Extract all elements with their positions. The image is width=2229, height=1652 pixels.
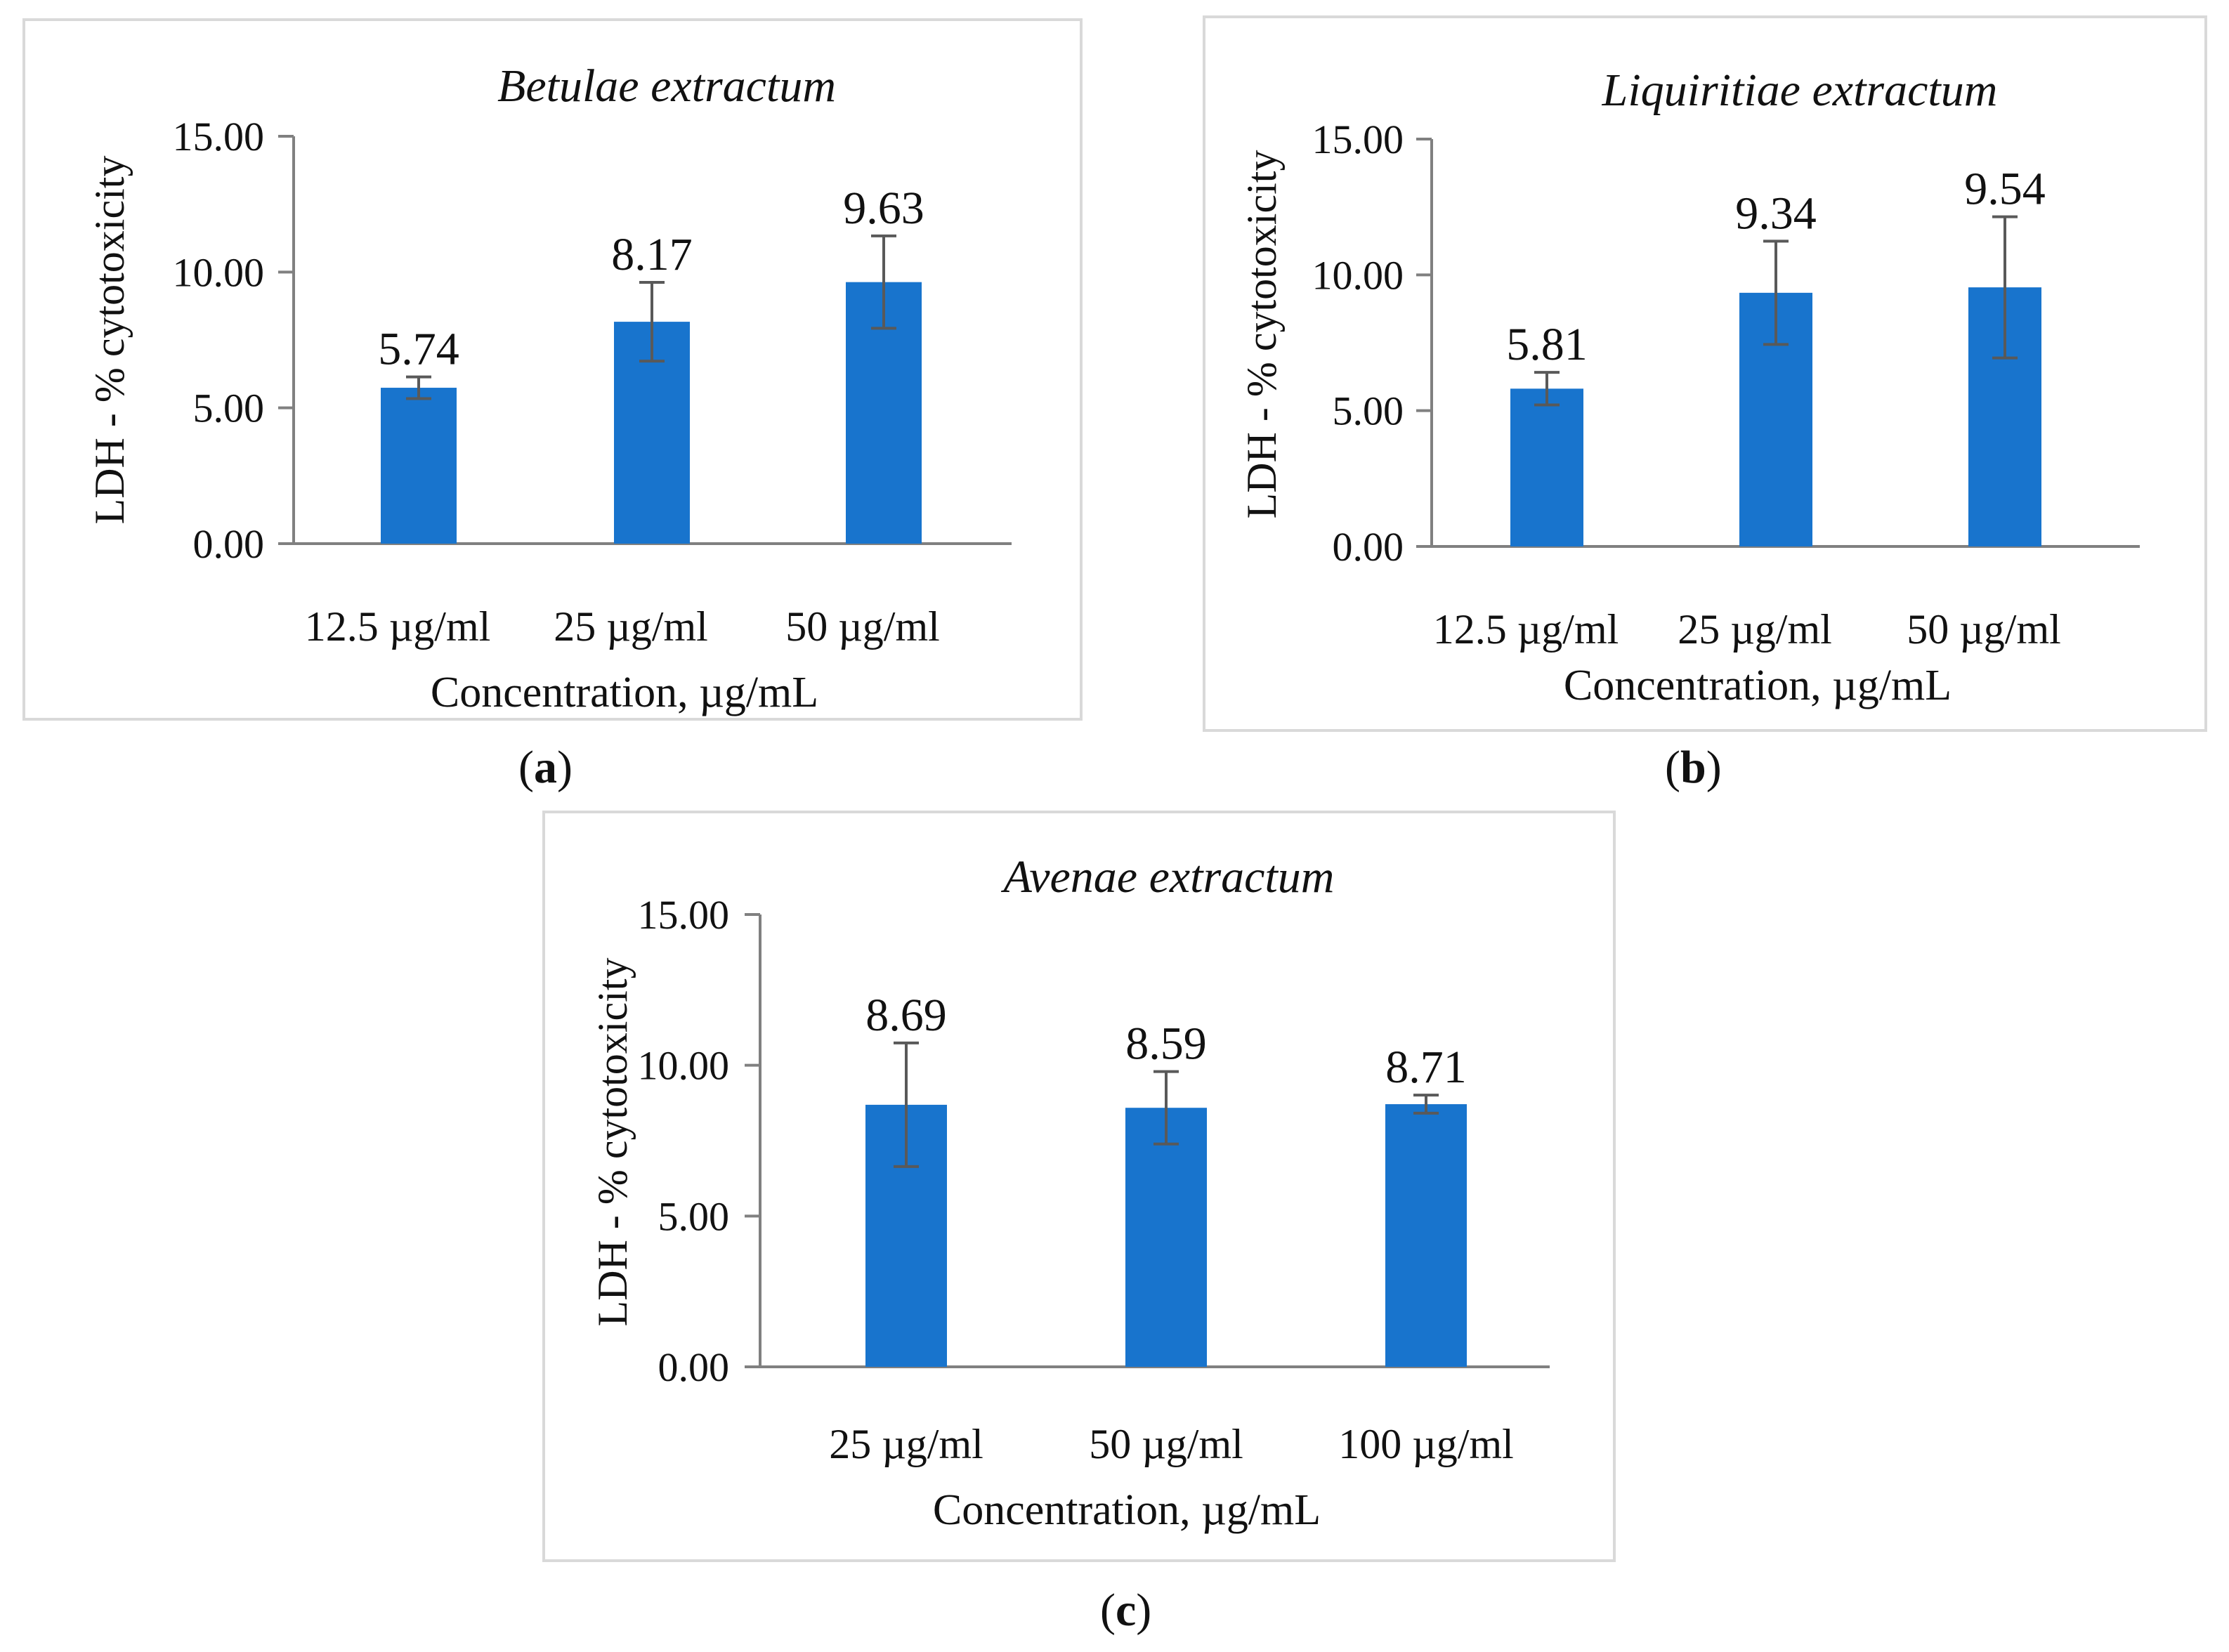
x-category-label: 25 µg/ml — [829, 1421, 983, 1467]
panel-label-b-letter: b — [1680, 742, 1706, 793]
y-tick-label: 15.00 — [638, 892, 730, 938]
value-label: 5.74 — [378, 324, 459, 375]
chart-title: Avenae extractum — [1001, 851, 1335, 903]
y-axis-title: LDH - % cytotoxicity — [589, 958, 636, 1327]
value-label: 5.81 — [1506, 319, 1588, 370]
y-tick-label: 5.00 — [1333, 388, 1404, 434]
bar — [1510, 388, 1583, 546]
bar — [1385, 1104, 1467, 1367]
x-axis-title: Concentration, µg/mL — [431, 669, 818, 716]
panel-label-c-open: ( — [1100, 1585, 1116, 1636]
bar — [381, 388, 457, 544]
y-tick-label: 0.00 — [193, 521, 265, 567]
bar — [1125, 1108, 1207, 1367]
chart-c-svg: Avenae extractum 0.00 5.00 10.00 15.00 8.69 25… — [589, 851, 1550, 1534]
x-category-label: 50 µg/ml — [1907, 606, 2061, 653]
chart-a-svg: Betulae extractum 0.00 5.00 10.00 15.00 5.74 1… — [86, 60, 1012, 716]
value-label: 9.63 — [843, 183, 924, 234]
value-label: 8.69 — [865, 990, 947, 1041]
x-category-label: 100 µg/ml — [1338, 1421, 1514, 1467]
panel-label-b-open: ( — [1665, 742, 1680, 793]
y-tick-label: 10.00 — [1312, 252, 1404, 298]
x-category-label: 50 µg/ml — [1089, 1421, 1243, 1467]
x-axis-title: Concentration, µg/mL — [933, 1486, 1321, 1534]
panel-label-b-close: ) — [1706, 742, 1722, 793]
chart-title: Betulae extractum — [497, 60, 836, 112]
y-tick-label: 15.00 — [1312, 117, 1404, 162]
value-label: 8.17 — [611, 229, 693, 280]
y-tick-label: 10.00 — [638, 1043, 730, 1089]
panel-label-a-close: ) — [556, 742, 573, 793]
panel-label-a: (a) — [518, 741, 573, 794]
chart-title: Liquiritiae extractum — [1602, 65, 1998, 116]
chart-panel-b: Liquiritiae extractum 0.00 5.00 10.00 15.00 5… — [1203, 15, 2207, 732]
panel-label-a-open: ( — [518, 742, 534, 793]
value-label: 9.34 — [1735, 188, 1817, 239]
chart-panel-c: Avenae extractum 0.00 5.00 10.00 15.00 8.69 25… — [542, 811, 1616, 1562]
y-tick-label: 10.00 — [173, 249, 265, 295]
x-category-label: 50 µg/ml — [785, 603, 940, 650]
x-category-label: 12.5 µg/ml — [1433, 606, 1619, 653]
y-tick-label: 5.00 — [193, 386, 265, 431]
x-category-label: 25 µg/ml — [554, 603, 708, 650]
chart-panel-a: Betulae extractum 0.00 5.00 10.00 15.00 5.74 1… — [22, 18, 1083, 721]
y-axis-title: LDH - % cytotoxicity — [1238, 150, 1285, 519]
value-label: 8.59 — [1125, 1018, 1207, 1070]
x-axis-title: Concentration, µg/mL — [1564, 662, 1952, 709]
y-tick-label: 0.00 — [658, 1344, 730, 1390]
panel-label-b: (b) — [1665, 741, 1722, 794]
x-category-label: 25 µg/ml — [1678, 606, 1832, 653]
panel-label-c-close: ) — [1136, 1585, 1152, 1636]
y-tick-label: 15.00 — [173, 114, 265, 159]
x-category-label: 12.5 µg/ml — [305, 603, 491, 650]
panel-label-c: (c) — [1100, 1584, 1151, 1637]
value-label: 8.71 — [1385, 1042, 1467, 1093]
y-tick-label: 5.00 — [658, 1193, 730, 1239]
value-label: 9.54 — [1964, 164, 2046, 215]
panel-label-c-letter: c — [1115, 1585, 1137, 1636]
y-axis-title: LDH - % cytotoxicity — [86, 156, 133, 525]
y-tick-label: 0.00 — [1333, 524, 1404, 570]
panel-label-a-letter: a — [533, 742, 557, 793]
chart-b-svg: Liquiritiae extractum 0.00 5.00 10.00 15.00 5… — [1238, 65, 2140, 709]
